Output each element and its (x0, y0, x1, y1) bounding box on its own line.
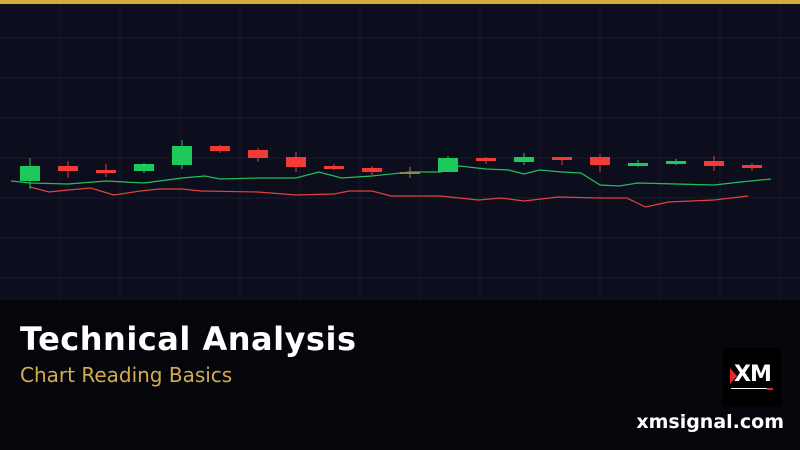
logo-underline-accent (767, 388, 773, 390)
logo-triangle-icon (730, 368, 737, 384)
candle-body (96, 170, 116, 173)
candle-body (400, 172, 420, 174)
footer-panel (0, 300, 800, 450)
candle-body (172, 146, 192, 165)
chart-svg (0, 0, 800, 300)
candle-body (362, 168, 382, 172)
logo-underline (731, 388, 767, 389)
candle-body (20, 166, 40, 181)
candlestick-chart (0, 0, 800, 300)
page-subtitle: Chart Reading Basics (20, 363, 233, 387)
candle-body (742, 165, 762, 168)
candle-body (210, 146, 230, 151)
candle-body (704, 161, 724, 166)
candle-body (666, 161, 686, 164)
candle-body (590, 157, 610, 165)
candle-body (286, 157, 306, 167)
candle-body (552, 157, 572, 160)
candle-body (58, 166, 78, 171)
indicator-line-lower (29, 186, 749, 208)
site-domain: xmsignal.com (636, 411, 784, 433)
candle-body (134, 164, 154, 171)
top-accent-bar (0, 0, 800, 4)
candle-body (476, 158, 496, 161)
page-title: Technical Analysis (20, 320, 357, 358)
xm-logo: XM (723, 348, 781, 406)
candle-body (514, 157, 534, 162)
candle-body (324, 166, 344, 169)
candle-body (438, 158, 458, 172)
candle-body (248, 150, 268, 158)
candle-body (628, 163, 648, 166)
indicator-line-upper (10, 165, 772, 187)
logo-text: XM (734, 362, 772, 387)
